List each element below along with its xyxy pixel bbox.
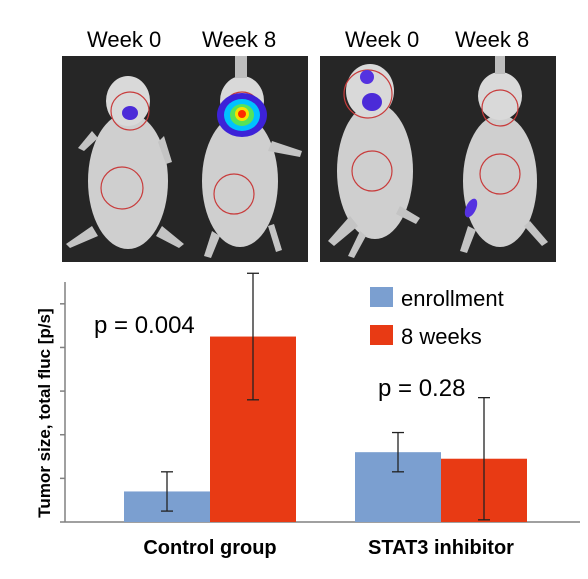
roi-circle — [351, 150, 393, 192]
legend-swatch-8-weeks — [370, 325, 393, 345]
week-label-stat3-week0: Week 0 — [345, 27, 420, 52]
p-value-annotation-stat3: p = 0.28 — [378, 375, 465, 402]
tumor-size-bar-chart: Tumor size, total fluc [p/s] Control gro… — [35, 272, 580, 559]
week-label-control-week0: Week 0 — [87, 27, 162, 52]
y-axis-label: Tumor size, total fluc [p/s] — [35, 308, 54, 517]
mouse-silhouette-stat3-week0 — [328, 64, 420, 258]
tumor-heatmap-signal — [217, 93, 267, 137]
tumor-signal-spot — [360, 70, 374, 84]
roi-circle — [479, 153, 521, 195]
roi-circle — [213, 173, 255, 215]
roi-circle — [100, 166, 144, 210]
tumor-signal-spot — [464, 198, 478, 218]
roi-circle — [110, 91, 150, 131]
week-label-stat3-week8: Week 8 — [455, 27, 530, 52]
p-value-annotation-control: p = 0.004 — [94, 312, 195, 339]
mouse-silhouette-control-week0 — [66, 76, 184, 249]
category-label-stat3-inhibitor: STAT3 inhibitor — [368, 537, 514, 559]
roi-circle — [481, 89, 519, 127]
chart-bars — [124, 336, 527, 522]
chart-legend: enrollment 8 weeks — [370, 286, 504, 349]
legend-label-enrollment: enrollment — [401, 286, 504, 311]
stat3-inhibitor-imaging-photo — [320, 56, 556, 262]
category-label-control-group: Control group — [143, 537, 276, 559]
mouse-silhouette-stat3-week8 — [460, 56, 548, 253]
roi-circle — [343, 69, 393, 119]
chart-error-bars — [161, 272, 490, 521]
legend-swatch-enrollment — [370, 287, 393, 307]
week-label-control-week8: Week 8 — [202, 27, 277, 52]
tumor-signal-spot — [122, 106, 138, 120]
legend-label-8-weeks: 8 weeks — [401, 324, 482, 349]
tumor-signal-spot — [362, 93, 382, 111]
control-group-imaging-photo — [62, 56, 308, 262]
